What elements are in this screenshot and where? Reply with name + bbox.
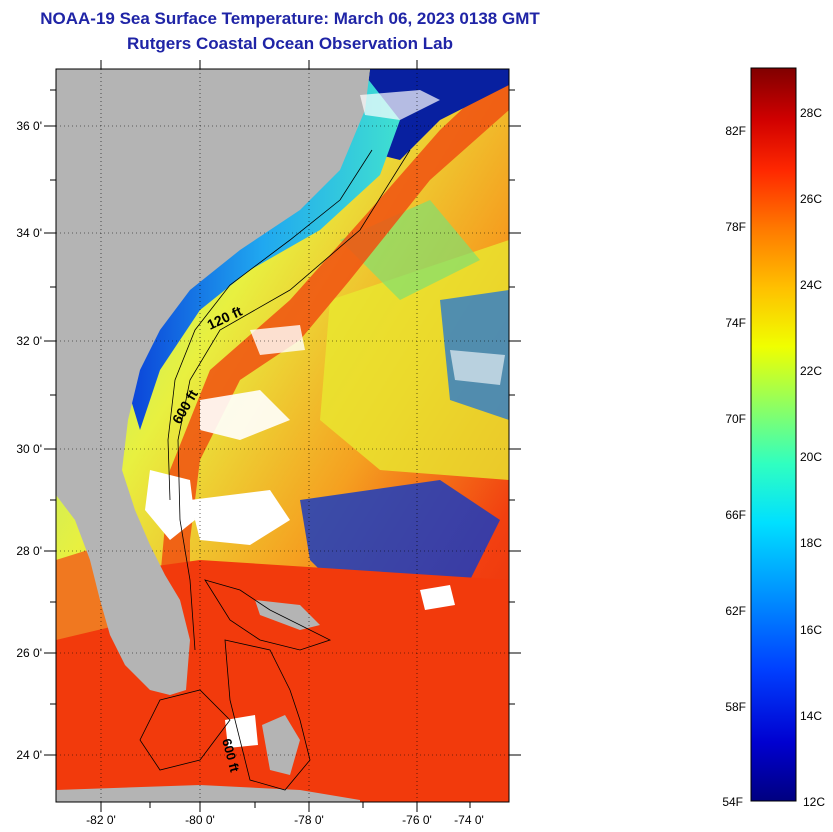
colorbar-c-20: 20C	[800, 450, 823, 464]
colorbar-f-78: 78F	[725, 220, 746, 234]
lon-label-78: -78 0'	[294, 813, 324, 827]
gulf-stream	[160, 69, 509, 620]
temperature-colorbar	[750, 67, 797, 802]
colorbar-c-14: 14C	[800, 709, 823, 723]
colorbar-f-54: 54F	[722, 795, 743, 809]
colorbar-c-12: 12C	[803, 795, 826, 809]
colorbar-c-16: 16C	[800, 623, 823, 637]
colorbar-c-22: 22C	[800, 364, 823, 378]
colorbar-c-18: 18C	[800, 536, 823, 550]
colorbar-f-70: 70F	[725, 412, 746, 426]
lon-label-74: -74 0'	[454, 813, 484, 827]
lon-label-82: -82 0'	[86, 813, 116, 827]
colorbar-c-26: 26C	[800, 192, 823, 206]
land-grand-bahama	[255, 600, 320, 630]
map-subtitle: Rutgers Coastal Ocean Observation Lab	[127, 34, 453, 53]
colorbar-f-62: 62F	[725, 604, 746, 618]
colorbar-f-74: 74F	[725, 316, 746, 330]
cloud-mask	[145, 90, 505, 748]
lat-label-26: 26 0'	[16, 646, 42, 660]
land-andros	[262, 715, 300, 775]
lat-label-28: 28 0'	[16, 544, 42, 558]
land-mainland	[56, 69, 370, 695]
lat-label-32: 32 0'	[16, 334, 42, 348]
lat-label-34: 34 0'	[16, 226, 42, 240]
lon-label-80: -80 0'	[185, 813, 215, 827]
colorbar-f-58: 58F	[725, 700, 746, 714]
land-cuba	[56, 785, 360, 802]
colorbar-c-28: 28C	[800, 106, 823, 120]
northern-cold-waters	[360, 69, 509, 160]
lat-label-24: 24 0'	[16, 748, 42, 762]
lat-label-36: 36 0'	[16, 119, 42, 133]
map-title: NOAA-19 Sea Surface Temperature: March 0…	[40, 9, 540, 28]
colorbar-f-82: 82F	[725, 124, 746, 138]
map-frame	[55, 68, 510, 803]
cold-patch-mid	[300, 480, 500, 590]
lon-label-76: -76 0'	[402, 813, 432, 827]
axis-ticks	[44, 60, 521, 812]
colorbar-f-66: 66F	[725, 508, 746, 522]
lat-label-30: 30 0'	[16, 442, 42, 456]
colorbar-c-24: 24C	[800, 278, 823, 292]
